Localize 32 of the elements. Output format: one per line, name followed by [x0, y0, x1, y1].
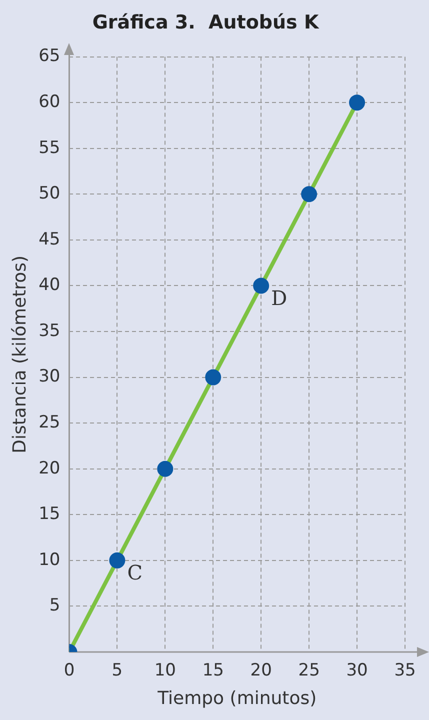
- y-tick-label: 55: [38, 138, 60, 158]
- point: [349, 94, 366, 111]
- y-tick-label: 5: [49, 596, 60, 616]
- x-tick-label: 5: [112, 660, 123, 681]
- chart-title: Gráfica 3. Autobús K: [92, 11, 320, 34]
- y-tick-label: 10: [38, 550, 60, 570]
- y-tick-label: 60: [38, 92, 60, 112]
- annotation: C: [127, 560, 143, 585]
- x-tick-label: 35: [394, 660, 416, 681]
- x-tick-label: 20: [250, 660, 272, 681]
- point: [205, 369, 222, 386]
- point: [109, 552, 126, 568]
- y-tick-label: 45: [38, 229, 60, 250]
- point: [157, 460, 174, 477]
- x-axis-title: Tiempo (minutos): [156, 688, 317, 709]
- y-tick-label: 30: [38, 366, 60, 387]
- y-tick-label: 40: [38, 275, 60, 296]
- x-tick-label: 0: [64, 660, 75, 681]
- y-tick-label: 35: [38, 320, 60, 341]
- y-tick-label: 65: [38, 46, 60, 66]
- point: [253, 278, 270, 294]
- y-tick-label: 20: [38, 458, 60, 478]
- x-tick-label: 25: [298, 660, 320, 681]
- x-tick-label: 30: [346, 660, 368, 681]
- y-tick-label: 15: [38, 504, 60, 524]
- x-tick-label: 15: [202, 660, 224, 681]
- y-axis-title: Distancia (kilómetros): [9, 255, 30, 454]
- annotation: D: [271, 286, 288, 310]
- y-tick-label: 50: [38, 184, 60, 204]
- x-tick-label: 10: [154, 660, 176, 681]
- y-tick-label: 25: [38, 412, 60, 432]
- point: [301, 186, 318, 202]
